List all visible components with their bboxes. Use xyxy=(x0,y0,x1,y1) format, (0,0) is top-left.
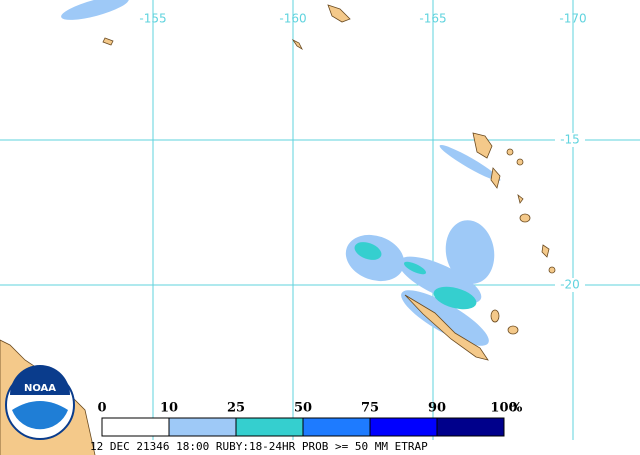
logo: NOAA xyxy=(5,365,75,440)
latitude-label: -20 xyxy=(560,278,580,292)
legend-label: 100 xyxy=(490,401,517,416)
legend-label: 90 xyxy=(428,401,446,416)
latitude-label: -15 xyxy=(560,133,580,147)
graticule: -155 -160 -165 -170 -15 -20 xyxy=(0,0,640,440)
legend-swatch xyxy=(101,417,170,437)
logo-text: NOAA xyxy=(24,383,56,394)
rain-area xyxy=(61,0,501,346)
legend-swatch xyxy=(168,417,237,437)
longitude-label: -165 xyxy=(419,12,446,26)
longitude-label: -170 xyxy=(559,12,586,26)
legend-swatch xyxy=(436,417,505,437)
longitude-label: -160 xyxy=(279,12,306,26)
legend-swatch xyxy=(369,417,438,437)
legend-label: 25 xyxy=(227,401,245,416)
footer-bg xyxy=(100,440,640,455)
legend-label: 0 xyxy=(97,401,106,416)
label-bg xyxy=(555,278,585,292)
legend-swatch xyxy=(302,417,371,437)
legend-unit: % xyxy=(510,401,523,416)
legend-label: 50 xyxy=(294,401,312,416)
footer: 12 DEC 21346 18:00 RUBY:18-24HR PROB >= … xyxy=(90,440,428,453)
legend-label: 75 xyxy=(361,401,379,416)
longitude-label: -155 xyxy=(139,12,166,26)
label-bg xyxy=(555,133,585,147)
legend-swatch xyxy=(235,417,304,437)
legend-label: 10 xyxy=(160,401,178,416)
legend: 0 10 25 50 75 90 100% xyxy=(97,401,523,437)
